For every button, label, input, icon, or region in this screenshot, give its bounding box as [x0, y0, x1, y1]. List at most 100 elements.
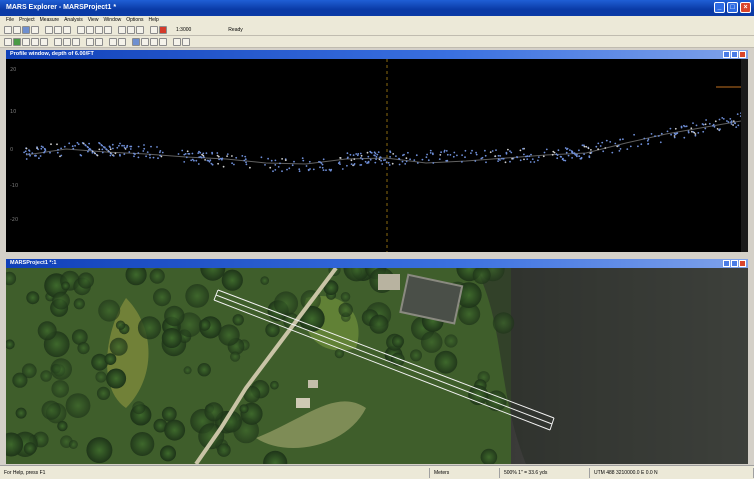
- polygon-icon[interactable]: [40, 37, 48, 46]
- profile-point: [683, 136, 686, 139]
- vertical-scrollbar[interactable]: [741, 59, 748, 252]
- profile-point: [322, 158, 325, 161]
- cut-icon[interactable]: [54, 37, 62, 46]
- tree: [50, 358, 72, 380]
- profile-point: [669, 127, 672, 130]
- profile-point: [123, 144, 125, 147]
- profile-point: [543, 151, 546, 154]
- profile-point: [149, 154, 151, 156]
- profile-point: [308, 160, 311, 163]
- play-icon[interactable]: [45, 25, 53, 34]
- profile-point: [580, 157, 583, 160]
- measure-icon[interactable]: [118, 25, 126, 34]
- profile-window[interactable]: 20 10 0 -10 -20: [6, 59, 748, 252]
- menu-analysis[interactable]: Analysis: [64, 17, 83, 23]
- profile-point: [25, 147, 28, 150]
- tree: [200, 268, 226, 281]
- tree: [343, 268, 370, 282]
- profile-point: [60, 147, 62, 150]
- profile-point: [191, 152, 194, 155]
- profile-point: [403, 153, 405, 156]
- minimize-icon[interactable]: [723, 260, 730, 267]
- pan-tool-icon[interactable]: [86, 25, 94, 34]
- profile-point: [183, 153, 186, 156]
- close-icon[interactable]: [739, 51, 746, 58]
- status-bar: For Help, press F1 Meters 500% 1" = 33.6…: [0, 465, 754, 479]
- layer-icon[interactable]: [150, 25, 158, 34]
- arrow-icon[interactable]: [4, 37, 12, 46]
- rewind-icon[interactable]: [63, 25, 71, 34]
- map-icon[interactable]: [132, 37, 140, 46]
- cross-section-icon[interactable]: [150, 37, 158, 46]
- new-file-icon[interactable]: [4, 25, 12, 34]
- menu-file[interactable]: File: [6, 17, 15, 23]
- menu-window[interactable]: Window: [103, 17, 122, 23]
- maximize-icon[interactable]: [731, 260, 738, 267]
- menu-measure[interactable]: Measure: [39, 17, 60, 23]
- globe-icon[interactable]: [13, 37, 21, 46]
- profile-point: [39, 155, 42, 157]
- grid-icon[interactable]: [22, 37, 30, 46]
- minimize-icon[interactable]: _: [714, 2, 725, 13]
- tree: [125, 268, 147, 286]
- profile-point: [43, 151, 45, 154]
- table-icon[interactable]: [118, 37, 126, 46]
- y-tick-label: 20: [10, 67, 16, 73]
- profile-point: [142, 150, 145, 152]
- profile-point: [484, 149, 486, 152]
- undo-icon[interactable]: [86, 37, 94, 46]
- profile-point: [156, 146, 158, 148]
- profile-point: [413, 159, 416, 161]
- open-folder-icon[interactable]: [13, 25, 21, 34]
- menu-options[interactable]: Options: [126, 17, 144, 23]
- paste-icon[interactable]: [72, 37, 80, 46]
- profile-point: [177, 153, 180, 155]
- record-icon[interactable]: [159, 25, 167, 34]
- profile-point: [325, 169, 327, 172]
- redo-icon[interactable]: [95, 37, 103, 46]
- area-icon[interactable]: [127, 25, 135, 34]
- aerial-map-view[interactable]: [6, 268, 748, 464]
- profile-point: [359, 164, 362, 166]
- profile-point: [571, 157, 573, 159]
- print-icon[interactable]: [31, 25, 39, 34]
- help-icon[interactable]: [182, 37, 190, 46]
- menu-help[interactable]: Help: [148, 17, 159, 23]
- profile-point: [145, 155, 148, 158]
- maximize-icon[interactable]: [731, 51, 738, 58]
- profile-point: [349, 153, 352, 156]
- stop-icon[interactable]: [54, 25, 62, 34]
- profile-icon[interactable]: [136, 25, 144, 34]
- maximize-icon[interactable]: □: [727, 2, 738, 13]
- profile-point: [367, 161, 369, 164]
- save-icon[interactable]: [22, 25, 30, 34]
- line-icon[interactable]: [31, 37, 39, 46]
- zoom-out-icon[interactable]: [104, 25, 112, 34]
- zoom-in-icon[interactable]: [95, 25, 103, 34]
- profile-point: [270, 159, 273, 162]
- menu-view[interactable]: View: [87, 17, 99, 23]
- profile-point: [461, 154, 463, 156]
- image-icon[interactable]: [141, 37, 149, 46]
- info-icon[interactable]: [173, 37, 181, 46]
- menu-project[interactable]: Project: [19, 17, 35, 23]
- profile-point: [96, 154, 99, 157]
- scale-field[interactable]: 1:3000: [176, 26, 192, 33]
- settings-icon[interactable]: [159, 37, 167, 46]
- profile-point: [384, 159, 387, 161]
- profile-point: [160, 155, 163, 158]
- chart-icon[interactable]: [109, 37, 117, 46]
- profile-point: [735, 126, 738, 128]
- close-icon[interactable]: [739, 260, 746, 267]
- profile-point: [647, 143, 649, 145]
- tree: [37, 321, 57, 341]
- select-tool-icon[interactable]: [77, 25, 85, 34]
- minimize-icon[interactable]: [723, 51, 730, 58]
- profile-point: [426, 153, 428, 156]
- profile-point: [197, 163, 200, 165]
- profile-point: [673, 136, 676, 139]
- title-bar: MARS Explorer - MARSProject1 * _ □ ×: [0, 0, 754, 16]
- close-icon[interactable]: ×: [740, 2, 751, 13]
- copy-icon[interactable]: [63, 37, 71, 46]
- profile-point: [298, 170, 301, 173]
